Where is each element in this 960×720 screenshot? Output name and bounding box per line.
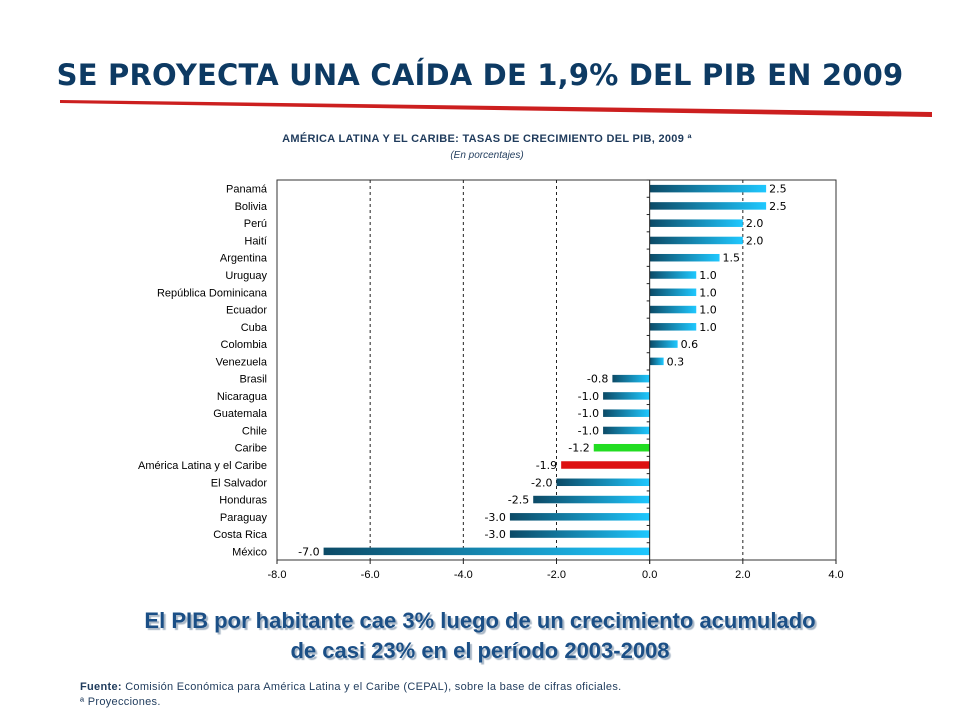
x-tick-label: -4.0: [454, 569, 473, 581]
source-label: Fuente:: [80, 681, 122, 693]
bar: [556, 478, 650, 487]
source-text: Comisión Económica para América Latina y…: [125, 681, 622, 693]
headline-line-1: El PIB por habitante cae 3% luego de un …: [144, 608, 816, 633]
title-underline: [60, 100, 932, 117]
bar: [649, 305, 697, 314]
category-label: Paraguay: [220, 512, 268, 524]
headline-line-2: de casi 23% en el período 2003-2008: [290, 638, 670, 663]
chart-title: AMÉRICA LATINA Y EL CARIBE: TASAS DE CRE…: [282, 133, 692, 145]
value-label: 2.5: [769, 200, 787, 213]
bar: [649, 236, 743, 245]
category-label: El Salvador: [211, 477, 268, 489]
chart-subtitle: (En porcentajes): [450, 150, 524, 161]
bar: [593, 443, 650, 452]
headline: El PIB por habitante cae 3% luego de un …: [0, 606, 960, 666]
value-label: 1.5: [723, 252, 741, 265]
value-label: -0.8: [587, 373, 608, 386]
bar: [603, 409, 650, 417]
bar: [533, 495, 650, 504]
value-label: -1.9: [536, 459, 557, 472]
category-label: Argentina: [220, 253, 268, 265]
growth-bar-chart: Panamá 2.5 Bolivia 2.5 Perú 2.0 Haití 2.0 Argent…: [138, 179, 844, 581]
value-label: -1.2: [568, 442, 589, 455]
bar: [649, 202, 767, 210]
category-label: Ecuador: [226, 305, 267, 317]
category-label: Uruguay: [225, 270, 267, 282]
value-label: 2.5: [769, 183, 787, 196]
bar: [603, 426, 650, 435]
bar: [649, 184, 767, 193]
bar: [509, 530, 650, 538]
category-label: América Latina y el Caribe: [138, 460, 267, 472]
category-label: México: [232, 546, 267, 558]
category-label: Caribe: [235, 443, 267, 455]
bar: [649, 288, 697, 297]
x-tick-label: -2.0: [547, 569, 566, 581]
category-label: Honduras: [219, 495, 267, 507]
category-label: Panamá: [226, 184, 268, 196]
value-label: 1.0: [699, 286, 717, 299]
x-tick-label: -6.0: [361, 569, 380, 581]
category-label: Bolivia: [235, 201, 268, 213]
category-label: Haití: [244, 235, 267, 247]
bar: [561, 461, 650, 469]
bar: [649, 219, 743, 227]
category-label: Nicaragua: [217, 391, 268, 403]
category-label: Cuba: [241, 322, 268, 334]
bar: [603, 392, 650, 400]
value-label: -1.0: [578, 407, 599, 420]
value-label: -2.0: [531, 476, 552, 489]
value-label: 0.3: [667, 355, 685, 368]
category-label: Guatemala: [213, 408, 268, 420]
source-note: Fuente: Comisión Económica para América …: [80, 681, 622, 693]
x-tick-label: 2.0: [735, 569, 750, 581]
bar: [509, 513, 650, 521]
value-label: -1.0: [578, 390, 599, 403]
bar: [649, 323, 697, 331]
bar: [649, 340, 678, 348]
footnote: ª Proyecciones.: [80, 696, 161, 708]
value-label: -1.0: [578, 424, 599, 437]
bar: [649, 253, 720, 262]
category-label: Colombia: [221, 339, 268, 351]
value-label: -2.5: [508, 494, 529, 507]
category-label: Perú: [244, 218, 267, 230]
category-label: Costa Rica: [213, 529, 268, 541]
category-label: República Dominicana: [157, 287, 268, 299]
x-tick-label: 4.0: [828, 569, 843, 581]
x-tick-label: -8.0: [268, 569, 287, 581]
x-tick-label: 0.0: [642, 569, 657, 581]
value-label: -3.0: [484, 511, 505, 524]
value-label: -3.0: [484, 528, 505, 541]
bar: [323, 547, 650, 556]
value-label: 1.0: [699, 321, 717, 334]
bar: [612, 374, 650, 383]
value-label: 2.0: [746, 234, 764, 247]
category-label: Chile: [242, 425, 267, 437]
value-label: 1.0: [699, 304, 717, 317]
bar: [649, 357, 664, 366]
category-label: Brasil: [239, 374, 267, 386]
value-label: 0.6: [681, 338, 699, 351]
category-label: Venezuela: [216, 356, 268, 368]
slide-title: SE PROYECTA UNA CAÍDA DE 1,9% DEL PIB EN…: [56, 58, 904, 92]
value-label: 1.0: [699, 269, 717, 282]
value-label: -7.0: [298, 545, 319, 558]
bar: [649, 271, 697, 279]
value-label: 2.0: [746, 217, 764, 230]
